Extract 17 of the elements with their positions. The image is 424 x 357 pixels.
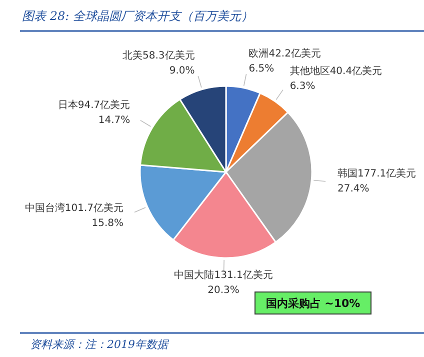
data-label: 6.3%: [290, 80, 316, 92]
data-label: 15.8%: [92, 218, 124, 230]
data-label: 20.3%: [208, 284, 240, 296]
data-label: 14.7%: [98, 115, 130, 126]
slice-label: 中国大陆131.1亿美元: [174, 268, 273, 281]
slice-label: 日本94.7亿美元: [58, 99, 130, 112]
data-label: 6.5%: [248, 63, 274, 74]
slice-label: 中国台湾101.7亿美元: [24, 202, 124, 214]
slice-label: 欧洲42.2亿美元: [248, 47, 321, 60]
data-label: 9.0%: [169, 65, 195, 76]
slice-label: 北美58.3亿美元: [122, 49, 195, 62]
data-label: 27.4%: [338, 184, 370, 195]
slice-label: 其他地区40.4亿美元: [290, 64, 382, 77]
slice-label: 韩国177.1亿美元: [338, 168, 416, 180]
chart-title: 图表 28: 全球晶圆厂资本开支（百万美元）: [22, 9, 253, 23]
text: 国内采购占 ~10%: [266, 297, 360, 310]
text: 资料来源：注：2019年数据: [30, 338, 170, 351]
